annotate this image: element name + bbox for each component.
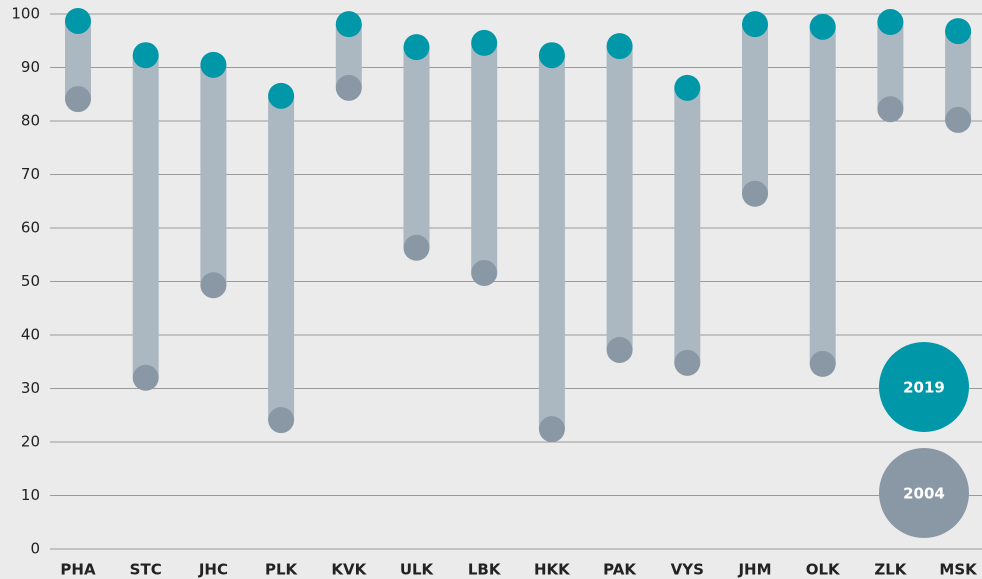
y-tick-label: 0 bbox=[30, 540, 40, 558]
range-bar bbox=[65, 20, 91, 100]
dot-2019 bbox=[471, 29, 498, 56]
dot-2004 bbox=[945, 106, 972, 133]
range-bar bbox=[132, 55, 159, 378]
x-tick-label: PAK bbox=[603, 561, 637, 579]
dot-2004 bbox=[65, 86, 91, 113]
x-tick-label: MSK bbox=[939, 561, 978, 579]
x-tick-label: PHA bbox=[60, 561, 96, 579]
dot-2019 bbox=[945, 18, 972, 45]
y-tick-label: 50 bbox=[21, 272, 40, 290]
dot-2004 bbox=[200, 272, 227, 299]
dot-2004 bbox=[132, 364, 159, 391]
dot-2019 bbox=[877, 9, 904, 36]
dot-2019 bbox=[606, 33, 633, 60]
dot-2004 bbox=[809, 350, 836, 377]
dot-2004 bbox=[403, 234, 430, 261]
x-tick-label: OLK bbox=[806, 561, 841, 579]
y-tick-label: 90 bbox=[21, 58, 40, 76]
dot-2004 bbox=[742, 180, 768, 207]
range-bar bbox=[606, 46, 633, 350]
x-tick-label: ULK bbox=[400, 561, 435, 579]
dot-2019 bbox=[65, 7, 91, 34]
dot-2019 bbox=[132, 42, 159, 69]
x-tick-label: STC bbox=[130, 561, 162, 579]
dot-2004 bbox=[877, 96, 904, 123]
range-bar bbox=[945, 31, 972, 120]
range-bar bbox=[809, 26, 836, 364]
legend-swatch bbox=[879, 448, 969, 538]
y-tick-label: 80 bbox=[21, 112, 40, 130]
dot-2019 bbox=[268, 82, 295, 109]
x-tick-label: JHM bbox=[737, 561, 771, 579]
range-bar bbox=[403, 47, 430, 248]
y-tick-label: 20 bbox=[21, 433, 40, 451]
x-tick-label: VYS bbox=[671, 561, 704, 579]
range-bar bbox=[742, 24, 768, 194]
dot-2019 bbox=[538, 42, 565, 69]
x-tick-label: PLK bbox=[265, 561, 299, 579]
y-tick-label: 10 bbox=[21, 486, 40, 504]
legend-swatch bbox=[879, 342, 969, 432]
dot-2019 bbox=[809, 13, 836, 40]
x-tick-label: ZLK bbox=[874, 561, 907, 579]
range-bar bbox=[200, 64, 227, 286]
legend-label: 2004 bbox=[903, 485, 945, 503]
dot-2004 bbox=[674, 349, 701, 376]
dot-2019 bbox=[403, 34, 430, 61]
dot-2019 bbox=[674, 74, 701, 101]
dot-2004 bbox=[335, 74, 362, 101]
y-tick-label: 100 bbox=[11, 5, 40, 23]
dot-2004 bbox=[538, 416, 565, 443]
y-tick-label: 60 bbox=[21, 219, 40, 237]
y-tick-label: 70 bbox=[21, 165, 40, 183]
range-bar bbox=[268, 95, 295, 421]
range-bar bbox=[674, 87, 701, 363]
range-bar bbox=[877, 22, 904, 110]
y-tick-label: 30 bbox=[21, 379, 40, 397]
dot-2004 bbox=[268, 407, 295, 434]
x-tick-label: HKK bbox=[534, 561, 571, 579]
x-tick-label: LBK bbox=[468, 561, 502, 579]
dot-2019 bbox=[335, 11, 362, 38]
dot-2019 bbox=[200, 51, 227, 78]
legend-label: 2019 bbox=[903, 379, 945, 397]
dot-2019 bbox=[742, 11, 768, 38]
x-tick-label: KVK bbox=[331, 561, 367, 579]
x-tick-label: JHC bbox=[198, 561, 228, 579]
y-tick-label: 40 bbox=[21, 326, 40, 344]
dot-2004 bbox=[606, 336, 633, 363]
range-bar bbox=[471, 42, 498, 273]
range-bar bbox=[538, 55, 565, 430]
dot-2004 bbox=[471, 259, 498, 286]
